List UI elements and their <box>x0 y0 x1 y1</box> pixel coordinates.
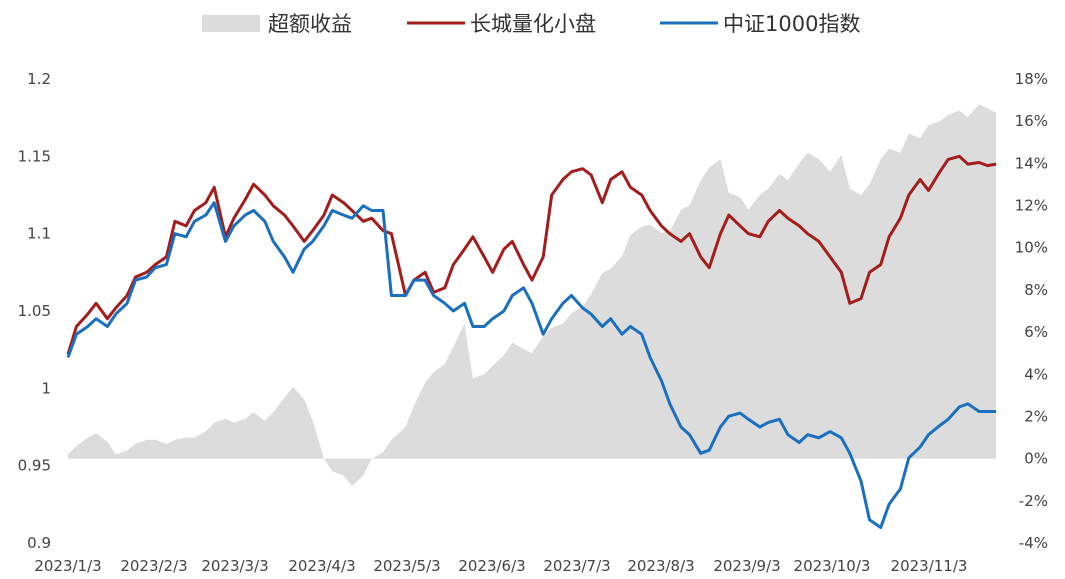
right-axis-tick-label: 18% <box>1015 70 1048 88</box>
right-axis-tick-label: 10% <box>1015 239 1048 257</box>
x-axis-tick-label: 2023/9/3 <box>713 557 780 575</box>
legend-label: 长城量化小盘 <box>470 12 596 36</box>
legend: 超额收益 长城量化小盘 中证1000指数 <box>202 12 860 36</box>
legend-label: 超额收益 <box>268 12 352 36</box>
x-axis-tick-label: 2023/7/3 <box>543 557 610 575</box>
left-axis-tick-label: 0.9 <box>27 534 51 552</box>
right-axis-tick-label: 8% <box>1024 281 1048 299</box>
x-axis-tick-label: 2023/11/3 <box>891 557 968 575</box>
left-axis-tick-label: 1.1 <box>27 225 51 243</box>
right-axis-tick-label: 4% <box>1024 365 1048 383</box>
right-axis-tick-label: 12% <box>1015 197 1048 215</box>
right-axis-tick-label: 16% <box>1015 112 1048 130</box>
line-series-layer <box>66 154 997 529</box>
series-line-changcheng <box>66 154 997 355</box>
right-axis-tick-label: -4% <box>1019 534 1048 552</box>
excess-return-area-layer <box>68 104 996 487</box>
left-axis-tick-label: 1.05 <box>18 302 51 320</box>
x-axis-tick-label: 2023/2/3 <box>120 557 187 575</box>
right-axis-tick-label: 2% <box>1024 407 1048 425</box>
x-axis-tick-label: 2023/6/3 <box>458 557 525 575</box>
x-axis-tick-label: 2023/1/3 <box>34 557 101 575</box>
left-axis-tick-label: 1.2 <box>27 70 51 88</box>
left-axis-tick-label: 1 <box>41 379 51 397</box>
left-axis-tick-label: 0.95 <box>18 457 51 475</box>
right-axis-tick-label: 0% <box>1024 450 1048 468</box>
x-axis-tick-label: 2023/10/3 <box>794 557 871 575</box>
right-axis-tick-label: 6% <box>1024 323 1048 341</box>
right-axis-tick-label: 14% <box>1015 154 1048 172</box>
legend-label: 中证1000指数 <box>723 12 860 36</box>
x-axis-tick-label: 2023/3/3 <box>201 557 268 575</box>
left-axis-tick-label: 1.15 <box>18 147 51 165</box>
x-axis-tick-label: 2023/8/3 <box>627 557 694 575</box>
axis-labels: 1.2 1.15 1.1 1.05 1 0.95 0.9 18% 16% 14% 12% 10% 8% 6… <box>18 70 1048 575</box>
x-axis-tick-label: 2023/4/3 <box>288 557 355 575</box>
excess-return-area <box>68 104 996 487</box>
series-line-csi1000 <box>66 201 996 529</box>
x-axis-tick-label: 2023/5/3 <box>373 557 440 575</box>
legend-swatch <box>202 15 260 32</box>
right-axis-tick-label: -2% <box>1019 492 1048 510</box>
